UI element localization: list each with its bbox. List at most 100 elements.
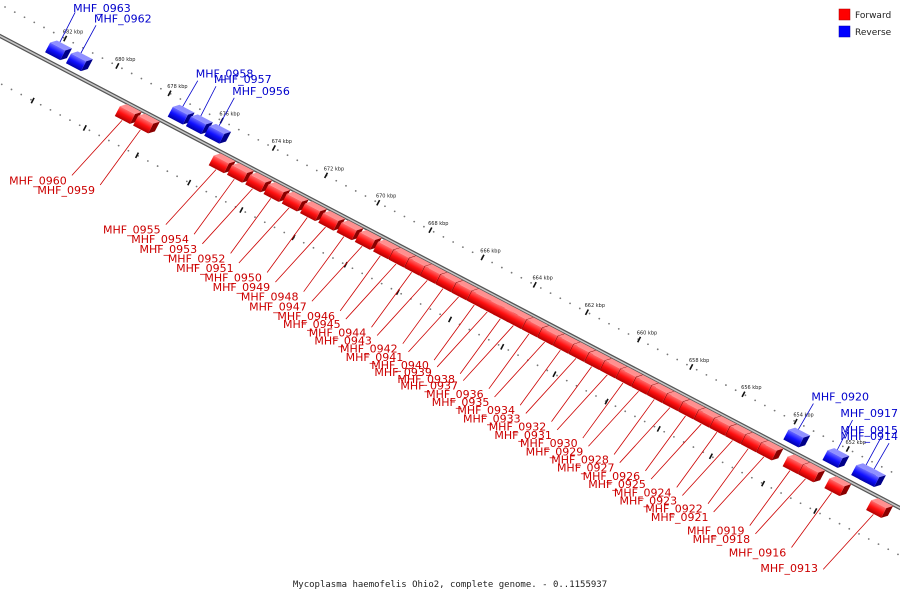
gene-box-side <box>351 228 364 241</box>
forward-leader-line <box>266 217 308 273</box>
gene-box-side <box>200 122 213 135</box>
gene-box-front <box>858 469 880 488</box>
gene-label-mhf-0938: MHF_0938 <box>397 373 455 386</box>
gene-label-mhf-0963: MHF_0963 <box>73 2 131 15</box>
gene-mhf-0949[interactable] <box>318 208 346 232</box>
gene-mhf-0957[interactable] <box>185 112 213 136</box>
gene-mhf-0916[interactable] <box>824 474 852 498</box>
gene-box-front <box>65 53 87 72</box>
gene-mhf-0948[interactable] <box>336 218 364 242</box>
gene-label-mhf-0958: MHF_0958 <box>196 68 254 81</box>
gene-box-side <box>839 484 852 496</box>
gene-mhf-0913[interactable] <box>866 496 893 520</box>
forward-leader-line <box>822 514 874 570</box>
gene-box-front <box>584 352 605 371</box>
forward-leader-line <box>99 129 141 186</box>
gene-box-top <box>827 448 850 459</box>
gene-label-mhf-0936: MHF_0936 <box>426 388 484 401</box>
scale-tick-lower <box>813 507 818 515</box>
gene-box-top <box>498 302 520 313</box>
gene-box-top <box>138 113 160 124</box>
gene-label-mhf-0931: MHF_0931 <box>494 429 552 442</box>
gene-label-mhf-0929: MHF_0929 <box>526 445 584 458</box>
gene-box-front <box>615 368 636 387</box>
gene-mhf-0955[interactable] <box>208 151 236 175</box>
scale-tick-label: 668 kbp <box>428 221 448 227</box>
reverse-leader-line <box>198 86 217 121</box>
gene-box-front <box>822 450 843 468</box>
scale-tick-label: 678 kbp <box>167 84 187 90</box>
forward-leader-line <box>436 311 488 368</box>
gene-mhf-0960[interactable] <box>114 102 142 126</box>
gene-box-top <box>191 114 213 125</box>
scale-tick-lower <box>447 316 453 323</box>
gene-box-top <box>209 123 232 134</box>
scale-tick-lower <box>708 453 714 460</box>
gene-box-front <box>783 429 804 448</box>
gene-box-top <box>573 342 596 353</box>
gene-label-mhf-0937: MHF_0937 <box>400 380 458 393</box>
gene-label-mhf-0952: MHF_0952 <box>168 252 226 265</box>
forward-leader-line <box>339 255 381 312</box>
gene-mhf-0962[interactable] <box>65 49 93 73</box>
gene-box-front <box>299 203 321 221</box>
legend-forward-label: Forward <box>855 11 891 21</box>
backbone-highlight <box>0 35 900 509</box>
reverse-leader-line <box>795 403 814 434</box>
gene-box-side <box>296 199 309 212</box>
forward-leader-line <box>459 318 501 375</box>
gene-mhf-0951[interactable] <box>281 189 309 213</box>
gene-label-mhf-0914: MHF_0914 <box>840 430 898 443</box>
gene-mhf-0954[interactable] <box>226 161 254 185</box>
gene-box-side <box>798 435 811 448</box>
scale-tick-label: 666 kbp <box>480 248 500 254</box>
gene-box-top <box>71 51 93 62</box>
gene-mhf-0914[interactable] <box>858 465 886 489</box>
gene-box-top <box>787 454 810 465</box>
gene-mhf-0958[interactable] <box>167 102 195 126</box>
gene-box-front <box>45 42 66 61</box>
gene-box-top <box>268 182 291 193</box>
leader-lines-layer <box>57 12 890 570</box>
upper-scale-dots <box>4 6 893 473</box>
forward-leader-line <box>707 448 749 504</box>
scale-tick-lower <box>82 124 87 131</box>
gene-mhf-0950[interactable] <box>299 199 327 223</box>
scale-tick-lower <box>500 343 505 350</box>
gene-mhf-0963[interactable] <box>45 38 72 62</box>
gene-mhf-0952[interactable] <box>263 180 291 204</box>
gene-box-top <box>119 104 142 115</box>
gene-mhf-0918[interactable] <box>798 460 826 484</box>
gene-mhf-0947[interactable] <box>354 228 382 252</box>
gene-box-top <box>409 255 432 266</box>
gene-box-front <box>336 222 357 241</box>
gene-label-mhf-0934: MHF_0934 <box>457 404 515 417</box>
gene-mhf-0921[interactable] <box>756 438 784 462</box>
forward-leader-line <box>238 207 290 264</box>
gene-box-front <box>662 393 683 412</box>
forward-leader-line <box>676 432 718 488</box>
gene-box-top <box>620 366 643 377</box>
scale-tick <box>480 254 485 261</box>
gene-label-mhf-0925: MHF_0925 <box>588 478 646 491</box>
gene-box-front <box>373 241 394 260</box>
gene-box-top <box>683 399 706 410</box>
gene-box-top <box>393 247 416 258</box>
gene-mhf-0953[interactable] <box>245 170 273 194</box>
gene-box-front <box>114 106 135 124</box>
scale-tick-lower <box>656 425 661 432</box>
legend-reverse-label: Reverse <box>855 28 892 38</box>
gene-mhf-0956[interactable] <box>204 122 232 146</box>
gene-box-top <box>761 440 784 451</box>
gene-box-top <box>542 325 565 336</box>
forward-leader-line <box>525 358 577 414</box>
gene-box-top <box>511 309 533 320</box>
gene-mhf-0917[interactable] <box>822 446 850 470</box>
gene-box-front <box>506 311 527 330</box>
reverse-leader-line <box>216 97 235 130</box>
scale-tick <box>323 172 329 179</box>
gene-box-front <box>226 165 248 183</box>
gene-mhf-0959[interactable] <box>133 111 160 135</box>
gene-mhf-0920[interactable] <box>783 425 811 449</box>
